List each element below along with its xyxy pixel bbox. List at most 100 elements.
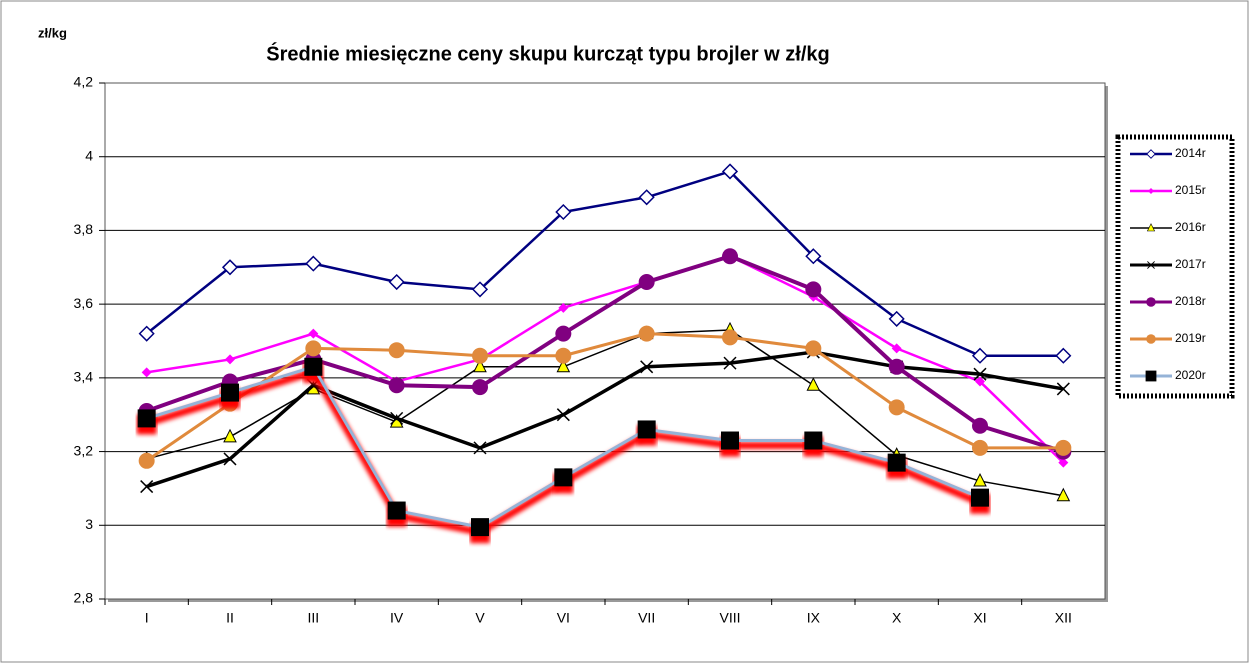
marker (556, 358, 571, 373)
marker (472, 347, 488, 364)
marker (721, 431, 739, 450)
marker (221, 259, 239, 276)
marker (138, 452, 155, 469)
marker (472, 379, 488, 396)
legend-marker (1146, 334, 1156, 344)
legend-marker (1146, 297, 1156, 307)
marker (223, 428, 237, 443)
marker (1056, 487, 1071, 502)
marker (638, 325, 655, 342)
y-tick-label: 3,8 (74, 221, 94, 237)
marker (555, 203, 572, 221)
marker (722, 248, 738, 265)
line (146, 350, 1064, 489)
x-tick-label: I (145, 610, 149, 626)
legend-label: 2018r (1175, 294, 1206, 308)
line (145, 170, 1064, 357)
x-tick-label: XI (973, 610, 986, 626)
line (145, 332, 1064, 463)
y-tick-label: 3,2 (74, 442, 94, 458)
marker (637, 420, 656, 439)
marker (973, 472, 987, 487)
marker (308, 328, 319, 339)
marker (140, 480, 154, 494)
marker (225, 354, 235, 365)
marker (1145, 370, 1157, 382)
y-tick-label: 4,2 (74, 74, 94, 90)
marker (638, 274, 655, 291)
x-tick-label: V (475, 610, 485, 626)
x-tick-label: II (226, 610, 234, 626)
marker (973, 367, 987, 381)
marker (390, 411, 404, 425)
marker (554, 468, 573, 487)
marker (387, 501, 406, 520)
marker (971, 488, 989, 507)
marker (223, 452, 237, 466)
marker (1146, 297, 1156, 307)
x-tick-label: VIII (719, 610, 740, 626)
marker (891, 343, 902, 354)
marker (805, 248, 822, 265)
marker (473, 358, 487, 373)
marker (1147, 261, 1155, 269)
marker (388, 273, 405, 291)
x-tick-label: XII (1055, 610, 1072, 626)
marker (1146, 149, 1156, 159)
marker (1055, 439, 1072, 456)
x-tick-label: IX (807, 610, 821, 626)
x-tick-label: VII (638, 610, 655, 626)
legend-label: 2016r (1175, 220, 1206, 234)
marker (972, 417, 988, 434)
marker (304, 357, 323, 376)
legend-marker (1145, 370, 1157, 382)
marker (471, 518, 489, 537)
marker (805, 340, 822, 357)
marker (723, 356, 737, 370)
y-tick-label: 2,8 (74, 590, 94, 606)
legend-label: 2019r (1175, 331, 1206, 345)
marker (972, 439, 988, 456)
series (136, 357, 990, 544)
marker (640, 360, 654, 374)
marker (141, 367, 152, 378)
marker (137, 409, 156, 428)
marker (1146, 334, 1156, 344)
marker (221, 383, 239, 402)
marker (638, 189, 655, 206)
marker (138, 325, 155, 342)
legend-marker (1147, 261, 1155, 269)
y-axis-label: zł/kg (38, 25, 67, 40)
marker (1055, 347, 1072, 364)
marker (721, 163, 739, 180)
plot-area (104, 82, 1106, 600)
marker (558, 302, 569, 313)
marker (1056, 382, 1070, 396)
legend-marker (1146, 223, 1156, 232)
marker (305, 340, 322, 357)
marker (887, 453, 906, 472)
x-tick-label: VI (557, 610, 570, 626)
marker (471, 281, 489, 298)
y-tick-label: 3 (85, 516, 93, 532)
line (145, 254, 1064, 454)
line (146, 254, 1065, 464)
marker (888, 399, 905, 416)
marker (888, 310, 905, 327)
legend-label: 2015r (1175, 183, 1206, 197)
x-tick-label: IV (390, 610, 404, 626)
marker (555, 347, 572, 364)
legend-label: 2020r (1175, 368, 1206, 382)
marker (1058, 457, 1069, 468)
x-tick-label: X (892, 610, 902, 626)
marker (805, 281, 822, 298)
marker (888, 358, 905, 375)
marker (1146, 223, 1156, 232)
y-tick-label: 3,4 (74, 369, 94, 385)
chart-title: Średnie miesięczne ceny skupu kurcząt ty… (266, 41, 830, 65)
marker (388, 342, 405, 359)
legend-marker (1146, 149, 1156, 159)
y-tick-label: 3,6 (74, 295, 94, 311)
series (138, 325, 1072, 469)
